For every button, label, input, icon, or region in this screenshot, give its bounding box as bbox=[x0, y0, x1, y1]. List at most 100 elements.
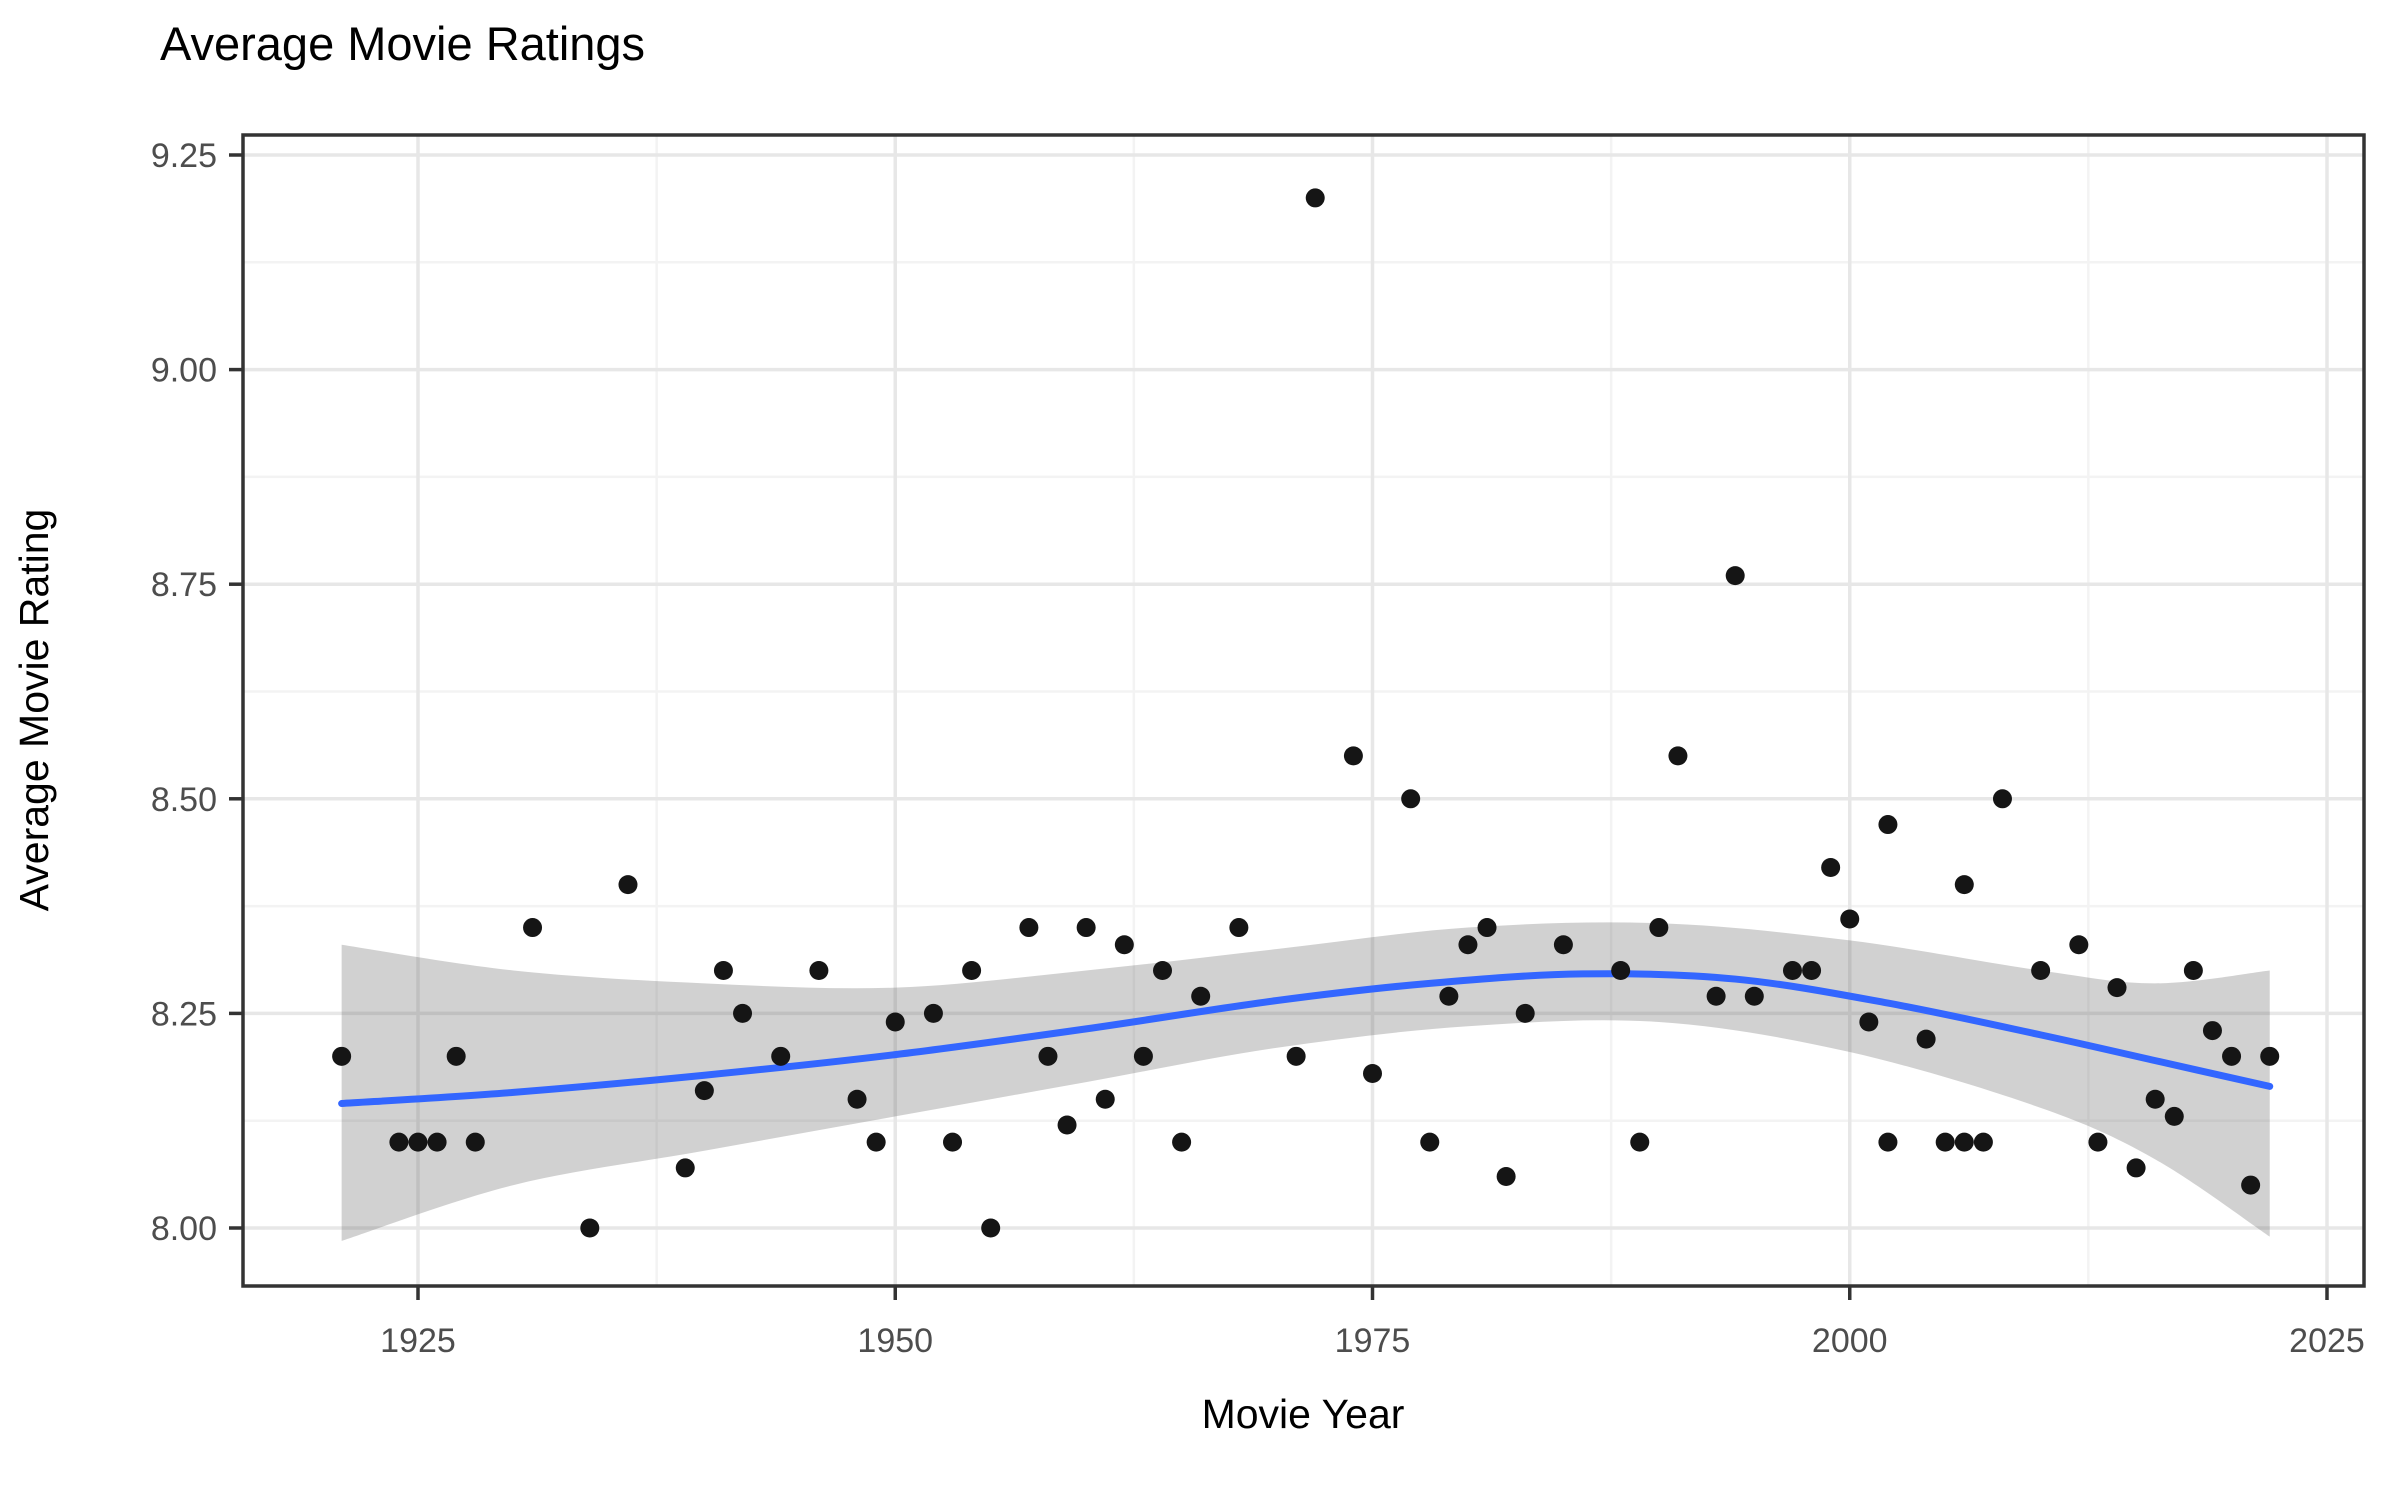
scatter-point bbox=[332, 1046, 352, 1066]
y-tick-labels: 8.00 8.25 8.50 8.75 9.00 9.25 bbox=[151, 137, 217, 1248]
scatter-point bbox=[1744, 986, 1764, 1006]
y-tick-label: 8.25 bbox=[151, 995, 217, 1033]
scatter-point bbox=[446, 1046, 466, 1066]
scatter-point bbox=[1611, 960, 1631, 980]
scatter-point bbox=[1439, 986, 1459, 1006]
scatter-point bbox=[675, 1158, 695, 1178]
scatter-point bbox=[1229, 918, 1249, 938]
scatter-point bbox=[618, 875, 638, 895]
scatter-point bbox=[427, 1132, 447, 1152]
loess-smooth-line bbox=[338, 970, 2274, 1108]
scatter-point bbox=[1954, 875, 1974, 895]
scatter-point bbox=[580, 1218, 600, 1238]
y-tick-label: 9.00 bbox=[151, 352, 217, 390]
x-tick-label: 2025 bbox=[2289, 1322, 2365, 1360]
axis-tick-marks bbox=[229, 153, 2329, 1300]
scatter-point bbox=[923, 1003, 943, 1023]
scatter-point bbox=[2260, 1046, 2280, 1066]
scatter-point bbox=[1935, 1132, 1955, 1152]
chart-title: Average Movie Ratings bbox=[160, 17, 645, 70]
scatter-point bbox=[1802, 960, 1822, 980]
scatter-point bbox=[2069, 935, 2089, 955]
scatter-point bbox=[2126, 1158, 2146, 1178]
scatter-point bbox=[2107, 978, 2127, 998]
scatter-point bbox=[847, 1089, 867, 1109]
scatter-point bbox=[2164, 1106, 2184, 1126]
x-axis-label: Movie Year bbox=[1202, 1391, 1405, 1437]
scatter-point bbox=[2145, 1089, 2165, 1109]
major-gridlines bbox=[243, 135, 2364, 1286]
minor-gridlines bbox=[243, 135, 2364, 1286]
scatter-point bbox=[389, 1132, 409, 1152]
scatter-point bbox=[694, 1081, 714, 1101]
y-tick-label: 8.00 bbox=[151, 1210, 217, 1248]
scatter-point bbox=[1458, 935, 1478, 955]
scatter-point bbox=[1038, 1046, 1058, 1066]
scatter-point bbox=[771, 1046, 791, 1066]
scatter-point bbox=[523, 918, 543, 938]
scatter-point bbox=[1630, 1132, 1650, 1152]
scatter-point bbox=[1706, 986, 1726, 1006]
x-tick-labels: 1925 1950 1975 2000 2025 bbox=[380, 1322, 2365, 1360]
scatter-point bbox=[2088, 1132, 2108, 1152]
scatter-point bbox=[2222, 1046, 2242, 1066]
x-tick-label: 2000 bbox=[1812, 1322, 1888, 1360]
scatter-point bbox=[1725, 566, 1745, 586]
scatter-point bbox=[1477, 918, 1497, 938]
scatter-point bbox=[1343, 746, 1363, 766]
scatter-point bbox=[1095, 1089, 1115, 1109]
scatter-point bbox=[943, 1132, 963, 1152]
x-tick-label: 1925 bbox=[380, 1322, 456, 1360]
x-tick-label: 1975 bbox=[1335, 1322, 1411, 1360]
scatter-point bbox=[1782, 960, 1802, 980]
scatter-point bbox=[1954, 1132, 1974, 1152]
scatter-point bbox=[1420, 1132, 1440, 1152]
scatter-point bbox=[981, 1218, 1001, 1238]
scatter-point bbox=[1859, 1012, 1879, 1032]
scatter-point bbox=[1057, 1115, 1077, 1135]
scatter-point bbox=[1305, 188, 1325, 208]
scatter-point bbox=[1668, 746, 1688, 766]
scatter-point bbox=[713, 960, 733, 980]
scatter-point bbox=[1649, 918, 1669, 938]
scatter-point bbox=[1553, 935, 1573, 955]
scatter-point bbox=[465, 1132, 485, 1152]
scatter-point bbox=[2241, 1175, 2261, 1195]
confidence-ribbon bbox=[341, 922, 2270, 1241]
scatter-point bbox=[2202, 1021, 2222, 1041]
y-tick-label: 8.75 bbox=[151, 566, 217, 604]
scatter-point bbox=[1019, 918, 1039, 938]
x-tick-label: 1950 bbox=[857, 1322, 933, 1360]
scatter-point bbox=[1172, 1132, 1192, 1152]
scatter-point bbox=[885, 1012, 905, 1032]
plot-panel-border bbox=[241, 133, 2366, 1288]
scatter-point bbox=[1401, 789, 1421, 809]
scatter-point bbox=[1114, 935, 1134, 955]
scatter-point bbox=[1878, 815, 1898, 835]
scatter-point bbox=[1992, 789, 2012, 809]
scatter-point bbox=[1840, 909, 1860, 929]
scatter-point bbox=[2031, 960, 2051, 980]
scatter-point bbox=[1821, 857, 1841, 877]
scatter-point bbox=[962, 960, 982, 980]
scatter-point bbox=[1973, 1132, 1993, 1152]
scatter-point bbox=[1133, 1046, 1153, 1066]
scatter-point bbox=[408, 1132, 428, 1152]
scatter-point bbox=[1515, 1003, 1535, 1023]
scatter-points bbox=[332, 188, 2280, 1238]
scatter-point bbox=[1878, 1132, 1898, 1152]
scatter-point bbox=[2183, 960, 2203, 980]
y-tick-label: 9.25 bbox=[151, 137, 217, 175]
scatter-point bbox=[1496, 1166, 1516, 1186]
scatter-point bbox=[1076, 918, 1096, 938]
scatter-point bbox=[809, 960, 829, 980]
scatter-point bbox=[866, 1132, 886, 1152]
y-axis-label: Average Movie Rating bbox=[11, 509, 57, 912]
scatter-point bbox=[1916, 1029, 1936, 1049]
scatter-point bbox=[1286, 1046, 1306, 1066]
scatter-point bbox=[1363, 1063, 1382, 1083]
y-tick-label: 8.50 bbox=[151, 781, 217, 819]
scatter-point bbox=[1191, 986, 1211, 1006]
